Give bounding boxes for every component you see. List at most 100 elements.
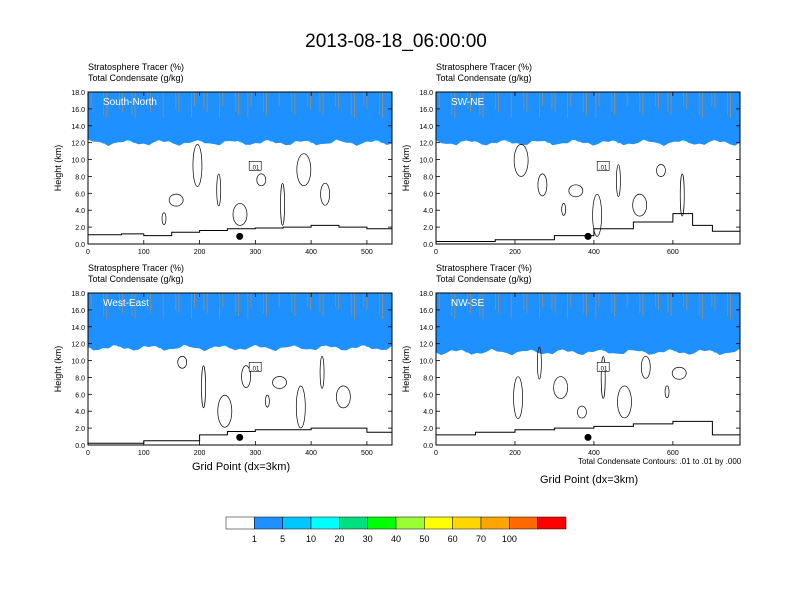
y-tick-label: 16.0 bbox=[71, 107, 85, 114]
condensate-contour bbox=[177, 355, 188, 369]
y-tick-label: 8.0 bbox=[423, 375, 433, 382]
x-tick-label: 100 bbox=[138, 450, 150, 457]
terrain-line bbox=[436, 213, 741, 242]
condensate-contour bbox=[664, 385, 670, 399]
colorbar-swatch bbox=[424, 516, 453, 530]
y-tick-label: 14.0 bbox=[71, 124, 85, 131]
y-tick-label: 0.0 bbox=[423, 443, 433, 450]
colorbar-swatch bbox=[367, 516, 397, 530]
condensate-contour bbox=[553, 376, 568, 399]
condensate-contours bbox=[513, 144, 685, 237]
x-axis-label-nw-se: Grid Point (dx=3km) bbox=[540, 474, 639, 486]
colorbar-label: 1 bbox=[252, 534, 257, 544]
y-tick-label: 16.0 bbox=[419, 308, 433, 315]
condensate-contour bbox=[319, 356, 325, 389]
y-tick-label: 12.0 bbox=[419, 342, 433, 349]
contour-note: Total Condensate Contours: .01 to .01 by… bbox=[578, 457, 742, 466]
contour-label: .01 bbox=[251, 165, 260, 171]
panel-title-line-1: Stratosphere Tracer (%) bbox=[88, 62, 185, 72]
y-tick-label: 8.0 bbox=[423, 174, 433, 181]
panel-west-east: .01 West-East 0.0 2.0 4.0 6.0 8.0 10.0 12.0 14.0 1… bbox=[53, 291, 393, 457]
x-tick-label: 600 bbox=[667, 249, 679, 256]
condensate-contour bbox=[161, 212, 167, 226]
location-marker bbox=[236, 433, 244, 441]
x-tick-label: 200 bbox=[509, 450, 521, 457]
condensate-contour bbox=[632, 193, 648, 217]
condensate-contour bbox=[617, 385, 632, 419]
y-tick-label: 2.0 bbox=[423, 426, 433, 433]
condensate-contour bbox=[232, 203, 248, 226]
x-axis-label-west-east: Grid Point (dx=3km) bbox=[192, 461, 291, 473]
colorbar-swatch bbox=[282, 516, 312, 530]
y-tick-label: 4.0 bbox=[423, 208, 433, 215]
colorbar: 1 5 10 20 30 40 50 60 70 100 bbox=[225, 516, 567, 544]
colorbar-label: 30 bbox=[363, 534, 373, 544]
contour-label: .01 bbox=[599, 165, 608, 171]
x-tick-label: 600 bbox=[667, 450, 679, 457]
x-tick-label: 0 bbox=[86, 450, 90, 457]
tracer-band-1 bbox=[88, 293, 392, 352]
y-axis-label: Height (km) bbox=[401, 346, 411, 393]
colorbar-swatch bbox=[225, 516, 255, 530]
panel-title-line-2: Total Condensate (g/kg) bbox=[88, 274, 184, 284]
tracer-band-1 bbox=[436, 293, 740, 356]
terrain-line bbox=[436, 420, 741, 440]
y-tick-label: 18.0 bbox=[419, 90, 433, 97]
terrain-line bbox=[88, 224, 393, 237]
panel-name-label: SW-NE bbox=[451, 97, 484, 108]
y-tick-label: 12.0 bbox=[71, 141, 85, 148]
y-tick-label: 18.0 bbox=[71, 291, 85, 298]
tracer-band-1 bbox=[88, 92, 392, 146]
condensate-contour bbox=[537, 173, 548, 197]
contour-label-box bbox=[248, 362, 262, 372]
condensate-contour bbox=[616, 164, 621, 198]
y-tick-label: 10.0 bbox=[419, 158, 433, 165]
colorbar-swatch bbox=[254, 516, 283, 530]
condensate-contour bbox=[679, 173, 685, 217]
condensate-contour bbox=[201, 365, 206, 409]
panel-title-south-north: Stratosphere Tracer (%) Total Condensate… bbox=[88, 62, 184, 84]
colorbar-label: 10 bbox=[306, 534, 316, 544]
colorbar-swatch bbox=[537, 516, 567, 530]
y-tick-label: 8.0 bbox=[75, 375, 85, 382]
colorbar-label: 5 bbox=[280, 534, 285, 544]
y-tick-label: 4.0 bbox=[75, 208, 85, 215]
panel-name-label: South-North bbox=[103, 97, 157, 108]
condensate-contour bbox=[592, 193, 602, 237]
condensate-contour bbox=[671, 366, 687, 380]
plot-frame bbox=[435, 91, 741, 245]
panel-nw-se: .01 NW-SE 0.0 2.0 4.0 6.0 8.0 10.0 12.0 14.0 16.0 1… bbox=[401, 291, 741, 457]
condensate-contour bbox=[216, 173, 222, 207]
y-tick-label: 8.0 bbox=[75, 174, 85, 181]
colorbar-swatch bbox=[310, 516, 340, 530]
condensate-contour bbox=[192, 144, 203, 187]
x-tick-label: 300 bbox=[249, 450, 261, 457]
y-tick-label: 18.0 bbox=[71, 90, 85, 97]
condensate-contour bbox=[600, 356, 606, 399]
contour-label: .01 bbox=[251, 366, 260, 372]
condensate-contour bbox=[320, 182, 330, 206]
y-tick-label: 0.0 bbox=[75, 443, 85, 450]
condensate-contour bbox=[256, 173, 267, 187]
x-tick-label: 100 bbox=[138, 249, 150, 256]
plot-frame bbox=[435, 292, 741, 446]
colorbar-swatch bbox=[395, 516, 425, 530]
x-tick-label: 200 bbox=[194, 249, 206, 256]
tracer-field bbox=[436, 92, 740, 146]
condensate-contours bbox=[177, 355, 351, 429]
condensate-contour bbox=[336, 385, 351, 409]
colorbar-label: 40 bbox=[391, 534, 401, 544]
y-tick-label: 6.0 bbox=[423, 392, 433, 399]
y-tick-label: 0.0 bbox=[423, 242, 433, 249]
condensate-contour bbox=[656, 164, 666, 177]
x-tick-label: 0 bbox=[434, 249, 438, 256]
location-marker bbox=[584, 433, 592, 441]
x-tick-label: 500 bbox=[361, 249, 373, 256]
condensate-contour bbox=[577, 405, 587, 419]
tracer-band-1 bbox=[436, 92, 740, 146]
condensate-contour bbox=[168, 193, 184, 207]
contour-label-box bbox=[596, 362, 610, 372]
y-tick-label: 4.0 bbox=[423, 409, 433, 416]
condensate-contour bbox=[295, 385, 306, 429]
figure-title: 2013-08-18_06:00:00 bbox=[305, 31, 487, 52]
